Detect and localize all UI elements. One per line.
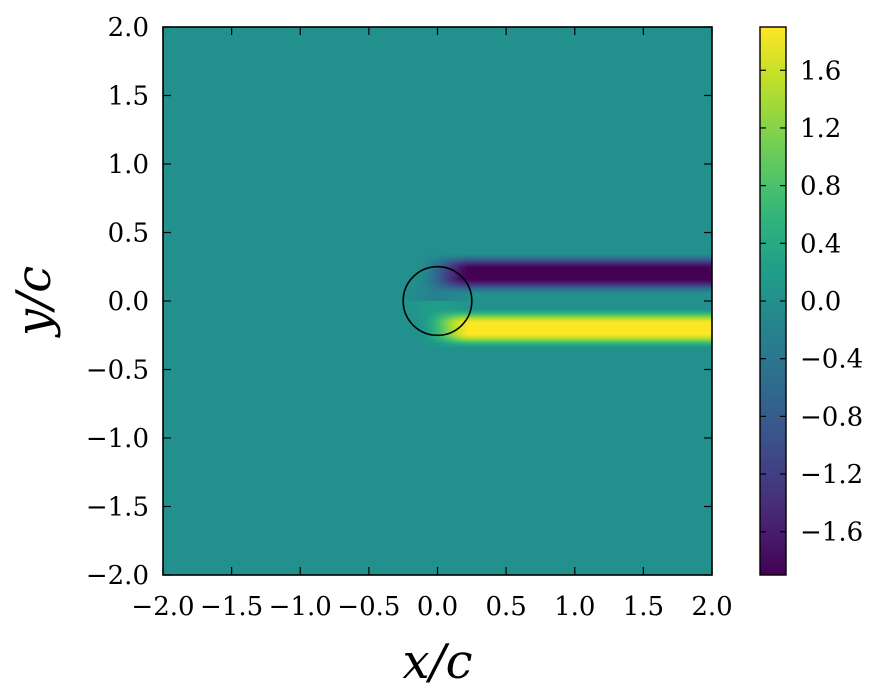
y-axis: −2.0 −1.5 −1.0 −0.5 0.0 0.5 1.0 1.5 2.0 <box>86 13 712 591</box>
colorbar-tick-label: 1.6 <box>800 56 841 86</box>
x-tick-label: 0.5 <box>485 592 526 622</box>
colorbar-tick-label: 0.0 <box>800 287 841 317</box>
colorbar-tick-label: −1.2 <box>800 460 863 490</box>
colorbar-tick-label: −1.6 <box>800 518 863 548</box>
y-tick-label: −1.5 <box>86 493 149 523</box>
x-tick-label: 1.0 <box>554 592 595 622</box>
colorbar-tick-label: 0.8 <box>800 172 841 202</box>
plot-area <box>162 26 713 576</box>
cylinder-outline <box>402 265 473 337</box>
x-tick-label: 0.0 <box>417 592 458 622</box>
colorbar-tick-label: −0.8 <box>800 402 863 432</box>
colorbar-tick-label: −0.4 <box>800 345 863 375</box>
y-tick-label: 1.5 <box>108 82 149 112</box>
x-tick-label: −1.0 <box>269 592 332 622</box>
x-tick-label: 1.5 <box>623 592 664 622</box>
colorbar: −1.6 −1.2 −0.8 −0.4 0.0 0.4 0.8 1.2 1.6 <box>759 26 863 576</box>
y-tick-label: 1.0 <box>108 150 149 180</box>
colorbar-tick-label: 0.4 <box>800 229 841 259</box>
y-tick-label: 0.0 <box>108 287 149 317</box>
y-tick-label: 2.0 <box>108 13 149 43</box>
heatmap-image <box>163 27 712 575</box>
x-tick-label: −0.5 <box>337 592 400 622</box>
x-axis: −2.0 −1.5 −1.0 −0.5 0.0 0.5 1.0 1.5 2.0 <box>131 27 733 622</box>
x-tick-label: 2.0 <box>691 592 732 622</box>
y-tick-label: −2.0 <box>86 561 149 591</box>
y-tick-label: −0.5 <box>86 356 149 386</box>
y-tick-label: 0.5 <box>108 219 149 249</box>
x-axis-title: x/c <box>402 634 472 690</box>
colorbar-ticks: −1.6 −1.2 −0.8 −0.4 0.0 0.4 0.8 1.2 1.6 <box>760 56 863 548</box>
y-tick-label: −1.0 <box>86 424 149 454</box>
x-tick-label: −1.5 <box>200 592 263 622</box>
colorbar-tick-label: 1.2 <box>800 114 841 144</box>
x-tick-label: −2.0 <box>131 592 194 622</box>
y-axis-title: y/c <box>6 266 62 338</box>
